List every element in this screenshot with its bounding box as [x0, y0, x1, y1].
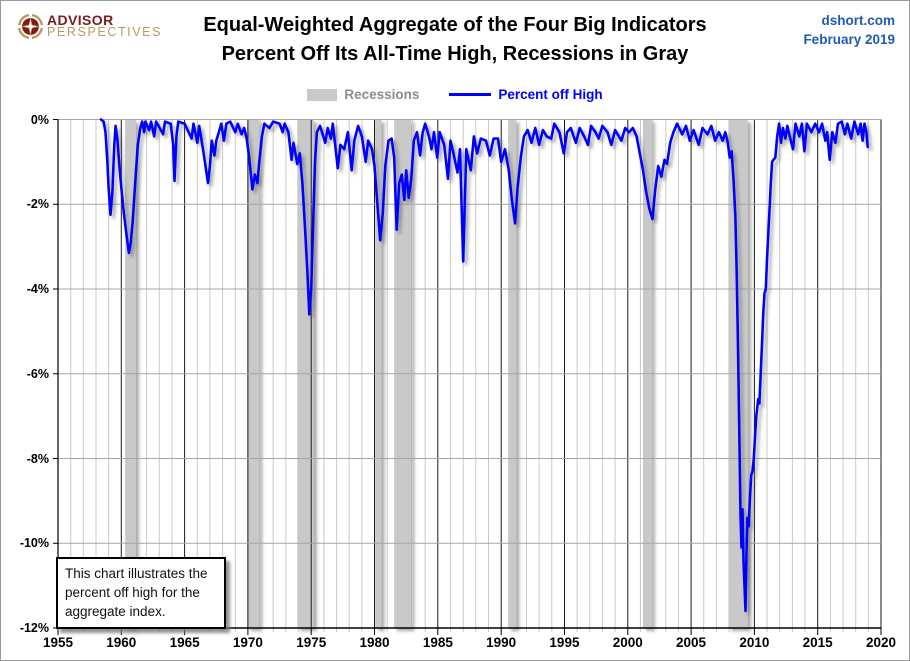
- x-axis-label: 1995: [549, 635, 580, 650]
- y-axis-label: -2%: [26, 197, 49, 212]
- x-axis-label: 2020: [865, 635, 897, 650]
- annotation-box: This chart illustrates the percent off h…: [56, 557, 226, 629]
- source-date: February 2019: [803, 32, 895, 47]
- y-axis-label: -12%: [19, 621, 49, 635]
- annotation-text: This chart illustrates the percent off h…: [65, 566, 208, 619]
- legend-item-recessions: Recessions: [307, 87, 419, 102]
- x-axis-label: 2010: [739, 635, 770, 650]
- advisor-perspectives-logo: ADVISOR PERSPECTIVES: [17, 13, 162, 45]
- x-axis-label: 2015: [802, 635, 833, 650]
- legend-series-label: Percent off High: [498, 87, 603, 102]
- y-axis-label: -4%: [26, 282, 49, 296]
- source-block: dshort.com February 2019: [803, 11, 895, 49]
- x-axis-label: 1960: [106, 635, 137, 650]
- legend-recessions-label: Recessions: [344, 87, 420, 102]
- x-axis-label: 1955: [42, 635, 74, 650]
- y-axis-label: -8%: [26, 451, 49, 466]
- x-axis-label: 1990: [486, 635, 517, 650]
- title-line-2: Percent Off Its All-Time High, Recession…: [221, 43, 689, 65]
- y-axis-label: 0%: [30, 112, 49, 127]
- percent-off-high-line: [99, 118, 869, 613]
- x-axis-label: 1985: [422, 635, 453, 650]
- y-axis-label: -6%: [26, 366, 49, 381]
- x-axis-label: 2000: [612, 635, 643, 650]
- logo-perspectives-text: PERSPECTIVES: [47, 25, 163, 39]
- chart-title: Equal-Weighted Aggregate of the Four Big…: [1, 11, 909, 69]
- x-axis-label: 1980: [359, 635, 390, 650]
- legend-item-percent-off-high: Percent off High: [449, 87, 603, 102]
- x-axis-label: 2005: [676, 635, 707, 650]
- logo-advisor-text: ADVISOR: [47, 12, 114, 28]
- chart-legend: Recessions Percent off High: [1, 87, 909, 102]
- recession-swatch: [307, 88, 338, 101]
- x-axis-label: 1975: [296, 635, 327, 650]
- horizontal-gridlines: [53, 119, 881, 629]
- x-axis-label: 1965: [169, 635, 200, 650]
- x-axis-label: 1970: [232, 635, 263, 650]
- source-site: dshort.com: [821, 13, 895, 28]
- compass-logo-icon: [17, 13, 44, 45]
- title-line-1: Equal-Weighted Aggregate of the Four Big…: [203, 14, 707, 36]
- line-swatch: [449, 93, 492, 96]
- y-axis-label: -10%: [19, 536, 49, 551]
